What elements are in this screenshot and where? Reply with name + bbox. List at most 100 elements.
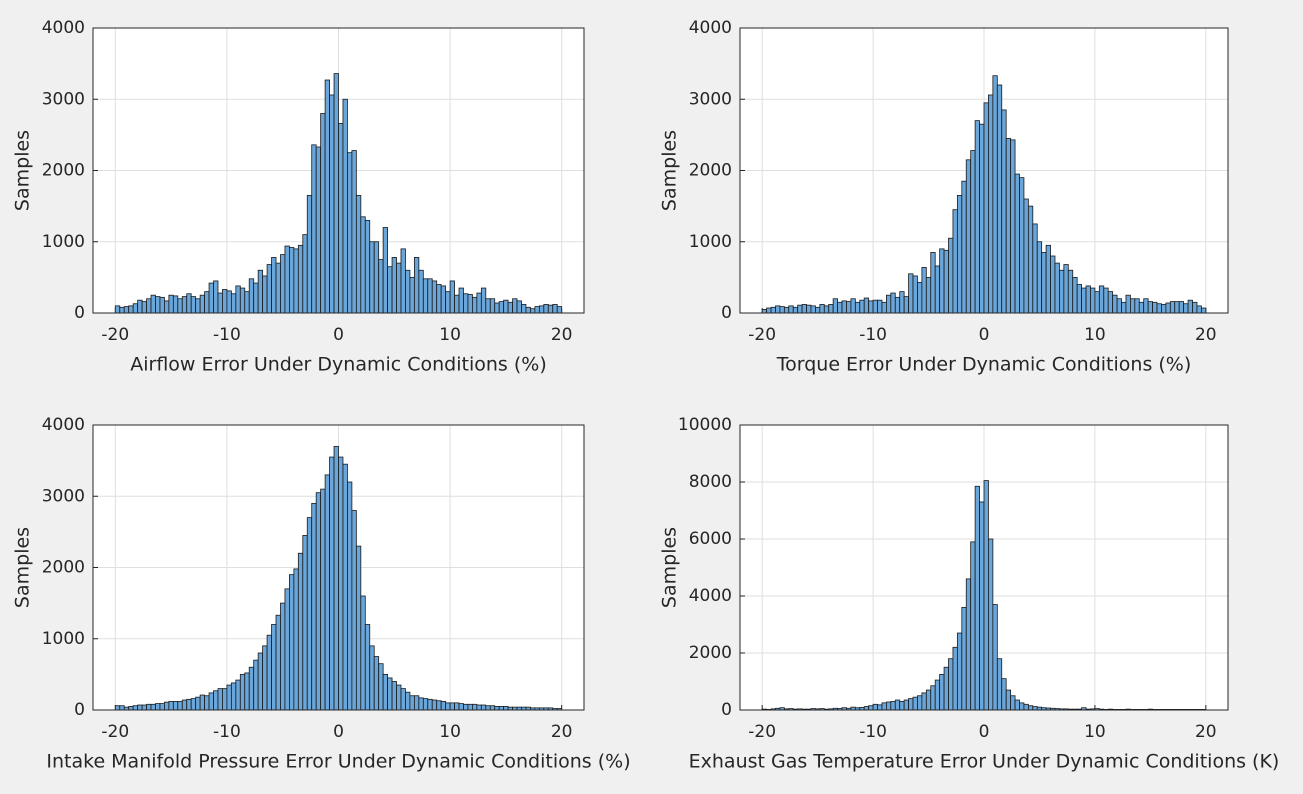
histogram-bar xyxy=(132,705,139,711)
histogram-bar xyxy=(903,699,909,711)
histogram-bar xyxy=(476,704,482,711)
histogram-bar xyxy=(1134,298,1140,314)
histogram-bar xyxy=(832,298,838,314)
histogram-bar xyxy=(409,276,415,314)
histogram-bar xyxy=(405,269,411,314)
histogram-bar xyxy=(806,304,812,314)
histogram-bar xyxy=(315,492,322,711)
histogram-bar xyxy=(1014,173,1020,314)
histogram-bar xyxy=(400,688,406,711)
histogram-bar xyxy=(288,574,295,711)
x-axis-label: Exhaust Gas Temperature Error Under Dyna… xyxy=(689,751,1280,773)
histogram-bar xyxy=(137,704,143,711)
axes-box xyxy=(92,27,585,314)
histogram-bar xyxy=(311,144,317,314)
histogram-bar xyxy=(1094,291,1100,314)
histogram-bar xyxy=(530,308,536,314)
histogram-bar xyxy=(195,696,201,711)
histogram-bar xyxy=(436,700,442,711)
histogram-bar xyxy=(230,293,237,314)
histogram-bar xyxy=(150,703,156,711)
histogram-bar xyxy=(1103,287,1109,314)
y-tick-label: 4000 xyxy=(42,415,85,435)
histogram-bar xyxy=(996,658,1003,711)
histogram-bar xyxy=(413,695,420,711)
histogram-bar xyxy=(877,704,883,711)
histogram-bar xyxy=(351,150,357,314)
histogram-bar xyxy=(917,695,923,711)
y-tick-label: 2000 xyxy=(689,643,732,663)
axes-box xyxy=(739,27,1229,314)
histogram-bar xyxy=(783,306,790,314)
histogram-bar xyxy=(489,298,496,314)
y-axis-label: Samples xyxy=(659,130,681,211)
histogram-bar xyxy=(494,302,500,314)
histogram-bar xyxy=(1001,109,1007,314)
histogram-bar xyxy=(396,262,402,314)
histogram-bar xyxy=(239,287,246,314)
x-tick-label: -20 xyxy=(101,325,129,345)
histogram-bar xyxy=(761,309,768,314)
histogram-bar xyxy=(516,300,522,314)
histogram-bar xyxy=(472,296,478,314)
histogram-bar xyxy=(114,305,121,314)
x-tick-label: 0 xyxy=(333,325,344,345)
histogram-bar xyxy=(400,248,406,314)
histogram-bar xyxy=(164,300,170,314)
histogram-bar xyxy=(801,304,807,314)
histogram-bar xyxy=(1081,287,1087,314)
histogram-bar xyxy=(431,699,438,711)
histogram-bar xyxy=(369,645,375,711)
histogram-bar xyxy=(199,694,205,711)
y-tick-label: 3000 xyxy=(42,486,85,506)
histogram-bar xyxy=(123,306,130,314)
histogram-bar xyxy=(253,659,259,711)
histogram-bar xyxy=(1112,294,1118,314)
histogram-bar xyxy=(1183,303,1189,314)
histogram-bar xyxy=(230,682,237,711)
histogram-bar xyxy=(204,695,210,711)
histogram-bar xyxy=(253,282,259,314)
histogram-bar xyxy=(823,305,830,314)
histogram-bar xyxy=(458,703,464,711)
histogram-bar xyxy=(333,73,339,314)
histogram-bar xyxy=(877,299,883,314)
histogram-bar xyxy=(863,706,870,711)
histogram-bar xyxy=(1072,276,1078,314)
histogram-bar xyxy=(369,241,375,314)
x-tick-label: 20 xyxy=(551,722,573,742)
x-tick-label: -20 xyxy=(748,722,776,742)
histogram-bar xyxy=(1001,678,1007,711)
histogram-bar xyxy=(172,295,179,314)
histogram-bar xyxy=(507,301,513,314)
histogram-bar xyxy=(311,502,317,711)
histogram-bar xyxy=(391,681,397,711)
histogram-bar xyxy=(463,703,469,711)
histogram-bar xyxy=(983,480,989,711)
histogram-bar xyxy=(521,304,527,314)
y-tick-label: 1000 xyxy=(42,629,85,649)
histogram-bar xyxy=(810,305,816,314)
histogram-bar xyxy=(387,266,393,314)
histogram-bar xyxy=(355,545,362,711)
histogram-bar xyxy=(1178,301,1185,314)
histogram-bar xyxy=(449,280,455,314)
histogram-bar xyxy=(1156,303,1162,314)
y-tick-label: 2000 xyxy=(42,161,85,181)
histogram-bar xyxy=(391,257,397,314)
histogram-bar xyxy=(204,291,210,314)
histogram-bar xyxy=(485,298,491,314)
histogram-bar xyxy=(320,488,326,711)
histogram-bar xyxy=(195,298,201,314)
histogram-bar xyxy=(262,645,268,711)
histogram-bar xyxy=(956,632,963,711)
histogram-bar xyxy=(248,666,255,711)
histogram-bar xyxy=(939,673,945,711)
histogram-bar xyxy=(1125,294,1131,314)
histogram-bar xyxy=(467,294,473,314)
histogram-bar xyxy=(302,535,308,711)
histogram-bar xyxy=(226,684,232,711)
histogram-bar xyxy=(934,679,941,711)
histogram-bar xyxy=(1200,307,1207,314)
histogram-bar xyxy=(850,298,856,314)
